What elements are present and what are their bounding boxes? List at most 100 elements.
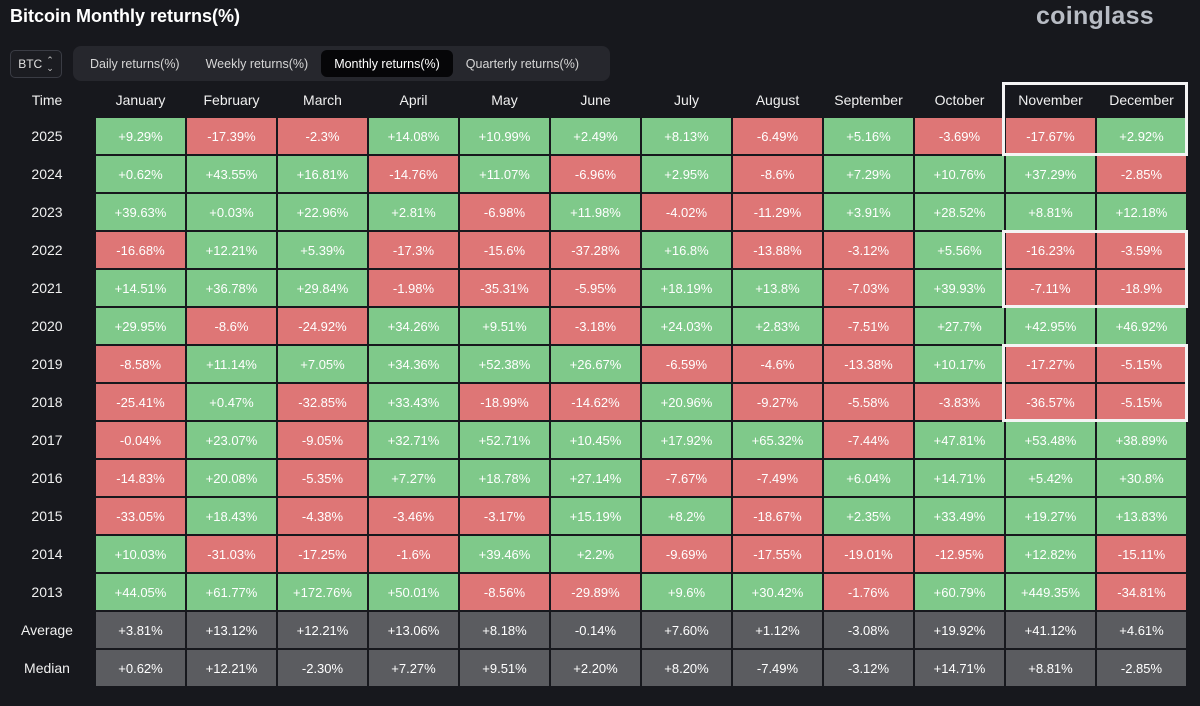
- coin-select[interactable]: BTC ⌃ ⌄: [10, 50, 62, 78]
- return-cell: -3.46%: [369, 498, 458, 534]
- table-header-month: September: [834, 92, 903, 108]
- return-cell: -18.99%: [460, 384, 549, 420]
- table-header-month: November: [1018, 92, 1083, 108]
- return-cell: +33.43%: [369, 384, 458, 420]
- return-cell: -3.69%: [915, 118, 1004, 154]
- return-cell: +15.19%: [551, 498, 640, 534]
- return-cell: -17.27%: [1006, 346, 1095, 382]
- return-cell: +9.6%: [642, 574, 731, 610]
- return-cell: +2.2%: [551, 536, 640, 572]
- return-cell: +11.14%: [187, 346, 276, 382]
- return-cell: -13.38%: [824, 346, 913, 382]
- return-cell: +7.29%: [824, 156, 913, 192]
- return-cell: +60.79%: [915, 574, 1004, 610]
- return-cell: +12.21%: [187, 232, 276, 268]
- return-cell: +2.81%: [369, 194, 458, 230]
- return-cell: -15.6%: [460, 232, 549, 268]
- return-cell: +10.45%: [551, 422, 640, 458]
- stat-cell: +8.18%: [460, 612, 549, 648]
- return-cell: +22.96%: [278, 194, 367, 230]
- return-cell: -32.85%: [278, 384, 367, 420]
- return-cell: -9.27%: [733, 384, 822, 420]
- row-label-stat: Median: [24, 660, 70, 676]
- return-cell: -14.83%: [96, 460, 185, 496]
- return-cell: +29.95%: [96, 308, 185, 344]
- return-cell: +47.81%: [915, 422, 1004, 458]
- return-cell: +0.03%: [187, 194, 276, 230]
- stat-cell: -0.14%: [551, 612, 640, 648]
- return-cell: -3.83%: [915, 384, 1004, 420]
- tab-monthly-returns[interactable]: Monthly returns(%): [321, 50, 453, 77]
- page-title: Bitcoin Monthly returns(%): [10, 6, 240, 26]
- return-cell: +33.49%: [915, 498, 1004, 534]
- table-header-month: March: [303, 92, 342, 108]
- return-cell: +30.8%: [1097, 460, 1186, 496]
- row-label-year: 2023: [31, 204, 63, 220]
- return-cell: +10.17%: [915, 346, 1004, 382]
- return-cell: +14.08%: [369, 118, 458, 154]
- stat-cell: +12.21%: [187, 650, 276, 686]
- return-cell: -19.01%: [824, 536, 913, 572]
- return-cell: -3.18%: [551, 308, 640, 344]
- row-label-year: 2014: [31, 546, 63, 562]
- return-cell: +29.84%: [278, 270, 367, 306]
- return-cell: -17.39%: [187, 118, 276, 154]
- return-cell: -37.28%: [551, 232, 640, 268]
- tab-quarterly-returns[interactable]: Quarterly returns(%): [465, 56, 580, 71]
- return-cell: -33.05%: [96, 498, 185, 534]
- return-cell: +0.62%: [96, 156, 185, 192]
- row-label-stat: Average: [21, 622, 73, 638]
- return-cell: +32.71%: [369, 422, 458, 458]
- return-cell: +26.67%: [551, 346, 640, 382]
- stat-cell: +7.27%: [369, 650, 458, 686]
- return-cell: -25.41%: [96, 384, 185, 420]
- return-cell: +5.39%: [278, 232, 367, 268]
- return-cell: -1.6%: [369, 536, 458, 572]
- stat-cell: +1.12%: [733, 612, 822, 648]
- return-cell: +10.03%: [96, 536, 185, 572]
- table-header-month: August: [755, 92, 800, 108]
- stat-cell: +13.06%: [369, 612, 458, 648]
- return-cell: +42.95%: [1006, 308, 1095, 344]
- return-cell: -1.76%: [824, 574, 913, 610]
- return-cell: +19.27%: [1006, 498, 1095, 534]
- return-cell: -16.23%: [1006, 232, 1095, 268]
- stat-cell: +8.20%: [642, 650, 731, 686]
- return-cell: -4.02%: [642, 194, 731, 230]
- return-cell: +34.26%: [369, 308, 458, 344]
- stat-cell: -2.85%: [1097, 650, 1186, 686]
- tab-weekly-returns[interactable]: Weekly returns(%): [205, 56, 309, 71]
- row-label-year: 2013: [31, 584, 63, 600]
- return-cell: +24.03%: [642, 308, 731, 344]
- stat-cell: -3.12%: [824, 650, 913, 686]
- stat-cell: +4.61%: [1097, 612, 1186, 648]
- tab-daily-returns[interactable]: Daily returns(%): [90, 56, 180, 71]
- return-cell: +36.78%: [187, 270, 276, 306]
- row-label-year: 2019: [31, 356, 63, 372]
- return-cell: +18.78%: [460, 460, 549, 496]
- return-cell: +0.47%: [187, 384, 276, 420]
- row-label-year: 2020: [31, 318, 63, 334]
- return-cell: +27.7%: [915, 308, 1004, 344]
- return-cell: -34.81%: [1097, 574, 1186, 610]
- return-cell: +27.14%: [551, 460, 640, 496]
- coinglass-logo: coinglass: [1035, 2, 1154, 30]
- return-cell: +11.07%: [460, 156, 549, 192]
- return-cell: -5.15%: [1097, 384, 1186, 420]
- return-cell: +30.42%: [733, 574, 822, 610]
- row-label-year: 2022: [31, 242, 63, 258]
- return-cell: -4.6%: [733, 346, 822, 382]
- row-label-year: 2025: [31, 128, 63, 144]
- return-cell: +3.91%: [824, 194, 913, 230]
- return-cell: +28.52%: [915, 194, 1004, 230]
- return-cell: -29.89%: [551, 574, 640, 610]
- stat-cell: +7.60%: [642, 612, 731, 648]
- return-cell: +17.92%: [642, 422, 731, 458]
- return-cell: -14.62%: [551, 384, 640, 420]
- return-cell: -7.49%: [733, 460, 822, 496]
- return-cell: -13.88%: [733, 232, 822, 268]
- return-cell: -18.67%: [733, 498, 822, 534]
- return-cell: +8.13%: [642, 118, 731, 154]
- stat-cell: +13.12%: [187, 612, 276, 648]
- return-cell: +8.81%: [1006, 194, 1095, 230]
